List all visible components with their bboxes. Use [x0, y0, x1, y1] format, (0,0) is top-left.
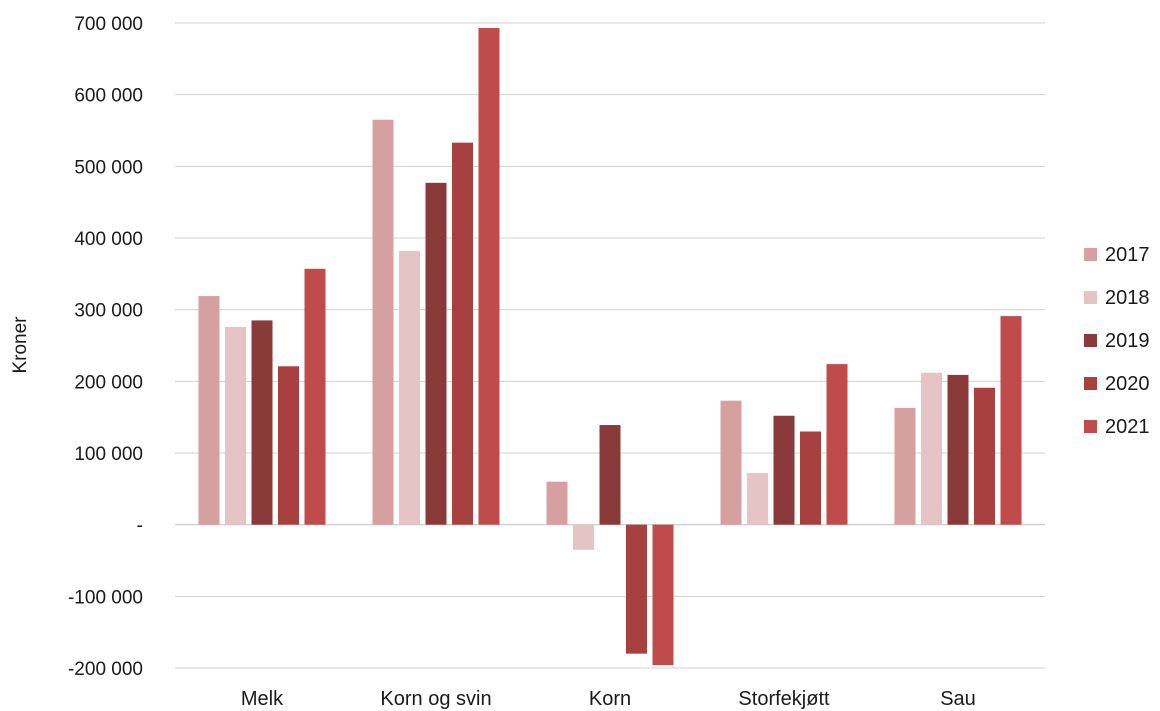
y-tick-label: - [137, 516, 143, 537]
legend-label: 2017 [1105, 244, 1150, 266]
legend-swatch [1084, 420, 1097, 433]
bar-2017 [720, 400, 742, 525]
legend-label: 2019 [1105, 330, 1150, 352]
bar-2019 [425, 182, 447, 525]
bar-2018 [225, 326, 246, 525]
bar-2020 [626, 524, 647, 654]
legend: 2017 2018 2019 2020 2021 [1084, 244, 1150, 438]
category-label: Sau [940, 688, 976, 710]
bar-2020 [452, 142, 473, 525]
bar-2017 [894, 407, 916, 525]
bar-2019 [599, 425, 621, 525]
legend-swatch [1084, 248, 1097, 261]
bar-2020 [800, 431, 821, 525]
y-tick-label: 700 000 [74, 14, 143, 35]
category-label: Korn og svin [380, 688, 491, 710]
bar-2018 [399, 250, 420, 525]
y-axis-title: Kroner [10, 316, 31, 374]
legend-swatch [1084, 291, 1097, 304]
bar-2019 [947, 374, 969, 525]
bar-2021 [652, 524, 674, 666]
bar-2018 [921, 372, 942, 525]
bar-2017 [198, 296, 220, 525]
y-tick-label: 200 000 [74, 372, 143, 393]
bar-2020 [278, 366, 299, 525]
y-tick-label: -200 000 [68, 659, 143, 680]
y-tick-label: 300 000 [74, 301, 143, 322]
y-axis-ticks: 700 000 600 000 500 000 400 000 300 000 200 0… [68, 14, 143, 680]
y-tick-label: 100 000 [74, 444, 143, 465]
legend-label: 2021 [1105, 416, 1150, 438]
bar-2021 [826, 364, 848, 525]
legend-label: 2018 [1105, 287, 1150, 309]
bar-2021 [304, 268, 326, 525]
bar-2019 [773, 415, 795, 525]
y-tick-label: 600 000 [74, 86, 143, 107]
bar-2021 [1000, 316, 1022, 525]
y-tick-label: 400 000 [74, 229, 143, 250]
bar-2018 [573, 524, 594, 550]
y-tick-label: -100 000 [68, 587, 143, 608]
bars [198, 28, 1022, 666]
bar-2017 [372, 119, 394, 525]
category-label: Storfekjøtt [738, 688, 830, 710]
category-label: Melk [241, 688, 284, 710]
legend-label: 2020 [1105, 373, 1150, 395]
legend-swatch [1084, 334, 1097, 347]
bar-2019 [251, 320, 273, 525]
bar-2020 [974, 387, 995, 525]
bar-2018 [747, 473, 768, 525]
x-axis-categories: Melk Korn og svin Korn Storfekjøtt Sau [241, 688, 976, 710]
bar-2017 [546, 481, 568, 525]
bar-2021 [478, 28, 500, 525]
y-tick-label: 500 000 [74, 157, 143, 178]
category-label: Korn [589, 688, 631, 710]
legend-swatch [1084, 377, 1097, 390]
